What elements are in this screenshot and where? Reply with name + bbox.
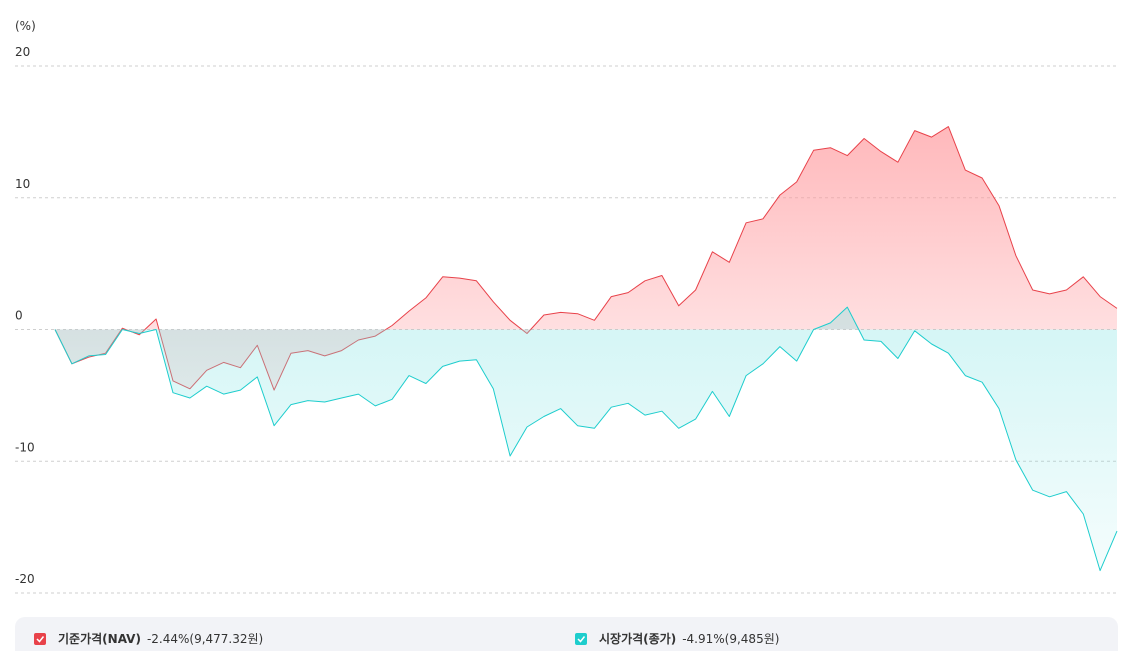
legend-summary: -4.91%(9,485원) [682, 632, 779, 646]
legend-checkbox[interactable] [34, 633, 46, 645]
y-tick-label: -20 [15, 572, 35, 586]
legend-label: 기준가격(NAV) [58, 631, 141, 646]
area [55, 307, 1117, 571]
y-tick-label: 10 [15, 177, 30, 191]
y-unit-label: (%) [15, 19, 36, 33]
legend-box [15, 617, 1118, 655]
legend-check [36, 636, 45, 643]
legend-checkbox[interactable] [575, 633, 587, 645]
line [54, 306, 1118, 572]
y-tick-label: 20 [15, 45, 30, 59]
legend-label: 시장가격(종가) [599, 631, 676, 646]
legend-check [577, 636, 586, 643]
legend-summary: -2.44%(9,477.32원) [147, 632, 263, 646]
y-tick-label: 0 [15, 309, 23, 323]
y-tick-label: -10 [15, 440, 35, 454]
